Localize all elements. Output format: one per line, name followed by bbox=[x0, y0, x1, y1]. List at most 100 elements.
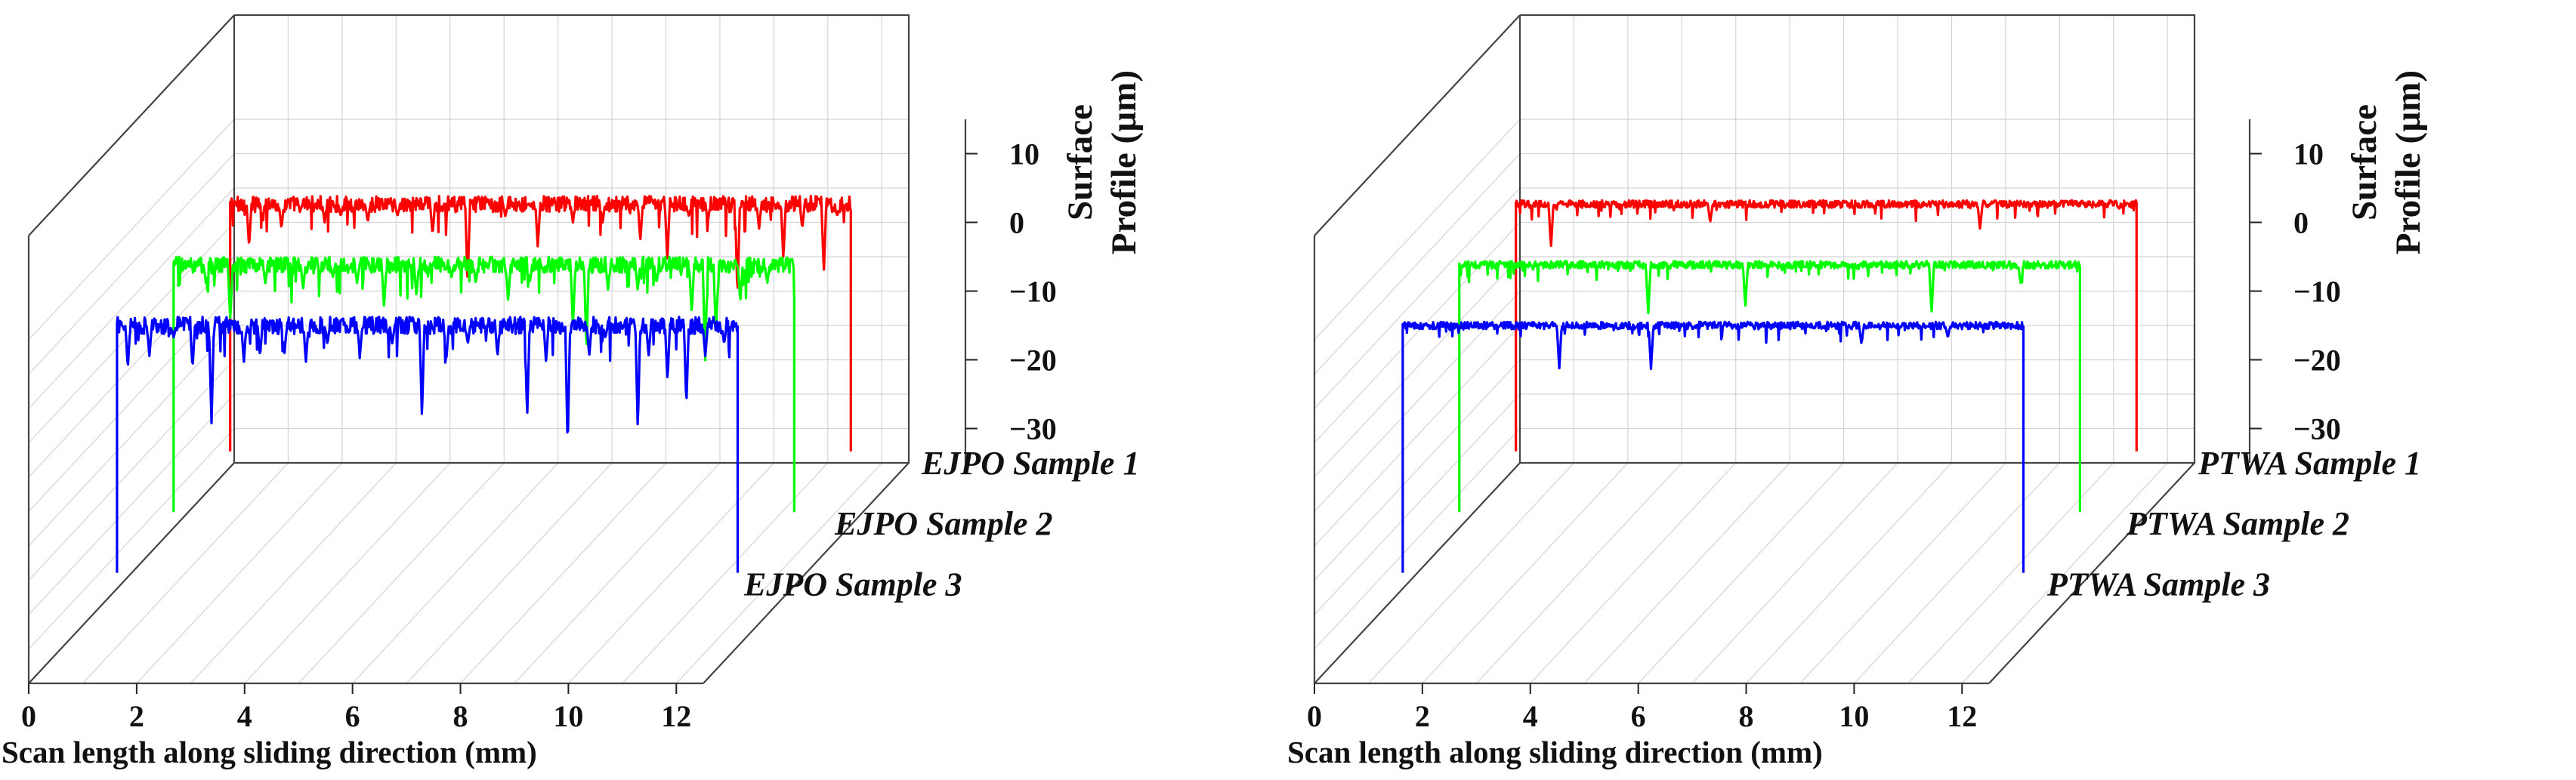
frame-edge bbox=[28, 462, 235, 684]
grid-line bbox=[406, 462, 613, 684]
z-tick-label: −30 bbox=[2293, 412, 2341, 446]
x-axis-ticks: 0 2 4 6 8 10 12 bbox=[21, 683, 691, 733]
grid-line bbox=[28, 256, 235, 478]
grid-line bbox=[1853, 462, 2060, 684]
grid-line bbox=[1368, 462, 1574, 684]
frame-edge bbox=[1314, 462, 1521, 684]
depth-axis-line bbox=[1988, 462, 2195, 684]
series-line bbox=[172, 255, 795, 513]
x-tick-label: 2 bbox=[1415, 699, 1430, 733]
axes-frame bbox=[1313, 14, 2196, 685]
z-axis-label: Surface Profile (µm) bbox=[2345, 70, 2428, 254]
series-label: EJPO Sample 3 bbox=[743, 566, 962, 603]
grid-line bbox=[82, 462, 289, 684]
grid-line bbox=[1314, 256, 1521, 478]
z-tick-label: 0 bbox=[2293, 206, 2309, 240]
series-line bbox=[229, 195, 852, 452]
grid-line bbox=[1314, 393, 1521, 615]
grid-line bbox=[28, 222, 235, 443]
grid-line bbox=[460, 462, 666, 684]
x-tick-label: 6 bbox=[1631, 699, 1646, 733]
grid-line bbox=[352, 462, 559, 684]
series-label: EJPO Sample 2 bbox=[834, 505, 1052, 542]
z-tick-label: 10 bbox=[2293, 137, 2324, 171]
back-wall bbox=[1518, 14, 2196, 464]
x-tick-label: 10 bbox=[1839, 699, 1869, 733]
grid-line bbox=[1799, 462, 2006, 684]
grid-line bbox=[1314, 222, 1521, 443]
grid-line bbox=[1314, 359, 1521, 581]
z-axis: 10 0 −10 −20 −30 bbox=[2248, 119, 2341, 463]
x-axis-ticks: 0 2 4 6 8 10 12 bbox=[1307, 683, 1977, 733]
x-tick-label: 12 bbox=[661, 699, 691, 733]
grid-line bbox=[1422, 462, 1629, 684]
chart-panel-2: 0 2 4 6 8 10 12 Scan length along sliding direc… bbox=[1287, 14, 2428, 769]
z-axis-label-line: Profile (µm) bbox=[2389, 70, 2428, 254]
z-axis: 10 0 −10 −20 −30 bbox=[964, 119, 1057, 463]
series-label: PTWA Sample 2 bbox=[2126, 505, 2349, 542]
back-wall bbox=[233, 14, 910, 464]
x-tick-label: 10 bbox=[553, 699, 583, 733]
grid-line bbox=[1314, 428, 1521, 649]
x-axis-label: Scan length along sliding direction (mm) bbox=[2, 735, 537, 769]
grid-line bbox=[190, 462, 397, 684]
grid-line bbox=[28, 119, 235, 341]
series-label: PTWA Sample 1 bbox=[2198, 445, 2421, 482]
grid-line bbox=[1314, 187, 1521, 409]
z-tick-label: −10 bbox=[1009, 275, 1057, 309]
x-tick-label: 8 bbox=[453, 699, 468, 733]
grid-line bbox=[1475, 462, 1682, 684]
x-axis-label: Scan length along sliding direction (mm) bbox=[1287, 735, 1823, 769]
grid-line bbox=[28, 187, 235, 409]
series-line bbox=[1515, 199, 2138, 452]
series-line bbox=[1401, 320, 2025, 573]
grid-line bbox=[28, 153, 235, 375]
axes-frame bbox=[27, 14, 910, 685]
z-tick-label: −10 bbox=[2293, 275, 2341, 309]
grid-line bbox=[514, 462, 721, 684]
grid-line bbox=[244, 462, 451, 684]
grid-line bbox=[1583, 462, 1790, 684]
series-label: PTWA Sample 3 bbox=[2046, 566, 2270, 603]
z-tick-label: −20 bbox=[2293, 344, 2341, 378]
grid-line bbox=[1530, 462, 1737, 684]
z-axis-label-line: Surface bbox=[1061, 104, 1100, 220]
x-tick-label: 8 bbox=[1739, 699, 1754, 733]
grid-line bbox=[1691, 462, 1898, 684]
z-axis-label-line: Surface bbox=[2345, 104, 2384, 220]
grid-line bbox=[1746, 462, 1952, 684]
x-tick-label: 6 bbox=[345, 699, 360, 733]
z-tick-label: −20 bbox=[1009, 344, 1057, 378]
grid-line bbox=[298, 462, 505, 684]
x-tick-label: 12 bbox=[1947, 699, 1977, 733]
depth-axis-line bbox=[703, 462, 910, 684]
z-axis-label: Surface Profile (µm) bbox=[1061, 70, 1144, 254]
grid-line bbox=[1638, 462, 1845, 684]
x-tick-label: 2 bbox=[129, 699, 144, 733]
grid-line bbox=[1314, 119, 1521, 341]
z-axis-label-line: Profile (µm) bbox=[1104, 70, 1144, 254]
series-label: EJPO Sample 1 bbox=[921, 445, 1139, 482]
chart-panel-1: 0 2 4 6 8 10 12 Scan length along sliding direc… bbox=[2, 14, 1144, 769]
z-tick-label: 0 bbox=[1009, 206, 1024, 240]
x-tick-label: 4 bbox=[1523, 699, 1538, 733]
grid-line bbox=[28, 325, 235, 547]
grid-line bbox=[567, 462, 774, 684]
grid-line bbox=[28, 393, 235, 615]
grid-line bbox=[675, 462, 882, 684]
frame-edge bbox=[1314, 14, 1521, 236]
grid-line bbox=[28, 428, 235, 649]
grid-line bbox=[1314, 153, 1521, 375]
grid-line bbox=[1961, 462, 2168, 684]
z-tick-label: −30 bbox=[1009, 412, 1057, 446]
grid-line bbox=[1314, 325, 1521, 547]
frame-edge bbox=[28, 14, 235, 236]
x-tick-label: 0 bbox=[21, 699, 36, 733]
grid-line bbox=[136, 462, 343, 684]
series-line bbox=[1458, 260, 2081, 513]
grid-line bbox=[28, 359, 235, 581]
x-tick-label: 4 bbox=[237, 699, 252, 733]
series-line bbox=[116, 316, 740, 573]
